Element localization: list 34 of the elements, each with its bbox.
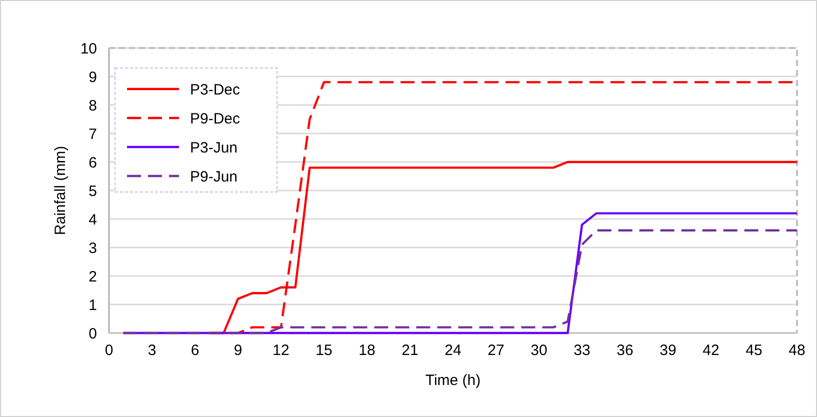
x-tick-label: 6: [190, 342, 200, 359]
y-axis-title: Rainfall (mm): [52, 146, 69, 236]
y-tick-label: 7: [88, 126, 97, 143]
y-tick-label: 1: [88, 296, 97, 314]
y-tick-label: 3: [88, 240, 97, 257]
x-tick-label: 21: [402, 342, 418, 359]
x-tick-label: 42: [702, 342, 720, 359]
y-tick-label: 6: [88, 154, 97, 172]
x-tick-label: 33: [574, 342, 590, 359]
y-tick-label: 9: [88, 68, 97, 86]
x-tick-label: 48: [788, 342, 806, 359]
x-tick-label: 9: [234, 342, 242, 359]
x-tick-label: 12: [272, 342, 290, 359]
x-tick-label: 45: [746, 342, 762, 359]
y-tick-label: 2: [88, 268, 97, 286]
x-tick-label: 36: [616, 342, 634, 359]
legend-label: P9-Jun: [190, 168, 238, 186]
x-tick-label: 18: [358, 342, 376, 359]
x-tick-label: 30: [530, 342, 548, 359]
legend-label: P9-Dec: [190, 110, 241, 128]
y-tick-label: 0: [88, 325, 97, 342]
y-tick-label: 10: [80, 40, 97, 58]
legend-label: P3-Jun: [190, 139, 238, 156]
x-tick-label: 3: [148, 342, 156, 359]
y-tick-label: 4: [88, 211, 97, 228]
x-tick-label: 24: [444, 342, 462, 359]
x-tick-label: 0: [104, 342, 114, 359]
x-tick-label: 27: [488, 342, 504, 359]
y-tick-label: 8: [88, 97, 97, 114]
x-axis-title: Time (h): [425, 372, 481, 389]
legend-label: P3-Dec: [190, 81, 241, 98]
x-tick-label: 15: [316, 342, 332, 359]
y-tick-label: 5: [88, 182, 97, 200]
x-tick-label: 39: [660, 342, 676, 359]
